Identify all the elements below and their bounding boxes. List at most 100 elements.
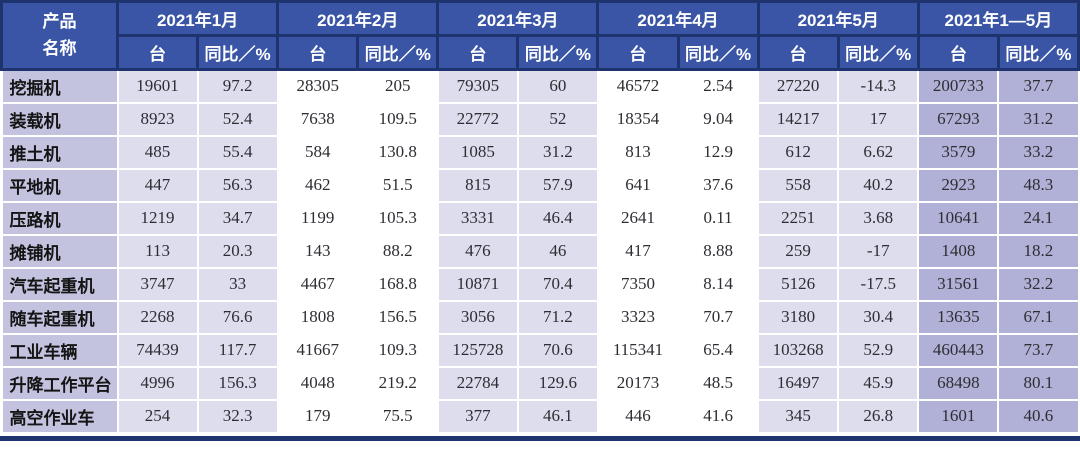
- product-name-cell: 随车起重机: [0, 299, 119, 335]
- product-name-cell: 摊铺机: [0, 233, 119, 269]
- units-cell: 46572: [596, 68, 680, 104]
- units-cell: 2923: [917, 167, 1000, 203]
- table-row: 装载机 8923 52.4 7638 109.5 22772 52 18354 9.04 1421…: [0, 101, 1080, 137]
- units-cell: 3056: [436, 299, 519, 335]
- units-cell: 20173: [596, 365, 680, 401]
- units-cell: 4467: [276, 266, 359, 302]
- units-cell: 460443: [917, 332, 1000, 368]
- table-row: 挖掘机 19601 97.2 28305 205 79305 60 46572 2.54 2722…: [0, 68, 1080, 104]
- yoy-cell: 76.6: [196, 299, 279, 335]
- product-name-cell: 高空作业车: [0, 398, 119, 434]
- product-name-cell: 汽车起重机: [0, 266, 119, 302]
- yoy-cell: 17: [837, 101, 920, 137]
- yoy-cell: 57.9: [516, 167, 599, 203]
- yoy-cell: -17: [837, 233, 920, 269]
- units-cell: 3331: [436, 200, 519, 236]
- product-name-cell: 工业车辆: [0, 332, 119, 368]
- yoy-cell: 70.4: [516, 266, 599, 302]
- yoy-cell: 129.6: [516, 365, 599, 401]
- yoy-cell: 32.3: [196, 398, 279, 434]
- yoy-cell: 117.7: [196, 332, 279, 368]
- yoy-cell: 70.6: [516, 332, 599, 368]
- yoy-cell: 46: [516, 233, 599, 269]
- yoy-cell: 52.9: [837, 332, 920, 368]
- units-cell: 584: [276, 134, 359, 170]
- units-cell: 2268: [116, 299, 199, 335]
- yoy-cell: 30.4: [837, 299, 920, 335]
- units-cell: 259: [757, 233, 840, 269]
- table-body: 挖掘机 19601 97.2 28305 205 79305 60 46572 2.54 2722…: [0, 68, 1080, 434]
- units-cell: 4996: [116, 365, 199, 401]
- units-cell: 41667: [276, 332, 359, 368]
- units-cell: 27220: [757, 68, 840, 104]
- units-cell: 14217: [757, 101, 840, 137]
- units-cell: 1408: [917, 233, 1000, 269]
- yoy-cell: 9.04: [677, 101, 760, 137]
- yoy-cell: 40.2: [837, 167, 920, 203]
- machinery-sales-table: 产品 名称 2021年1月 2021年2月 2021年3月 2021年4月 20…: [0, 0, 1080, 441]
- units-cell: 485: [116, 134, 199, 170]
- units-cell: 113: [116, 233, 199, 269]
- units-cell: 446: [596, 398, 680, 434]
- table-row: 升降工作平台 4996 156.3 4048 219.2 22784 129.6 20173 4…: [0, 365, 1080, 401]
- units-cell: 1085: [436, 134, 519, 170]
- units-cell: 3579: [917, 134, 1000, 170]
- yoy-cell: 8.14: [677, 266, 760, 302]
- yoy-cell: 33: [196, 266, 279, 302]
- month-header-mar: 2021年3月: [436, 0, 600, 37]
- yoy-cell: 24.1: [997, 200, 1080, 236]
- units-cell: 2251: [757, 200, 840, 236]
- units-cell: 7350: [596, 266, 680, 302]
- units-cell: 462: [276, 167, 359, 203]
- units-cell: 31561: [917, 266, 1000, 302]
- units-cell: 2641: [596, 200, 680, 236]
- yoy-subheader: 同比／%: [196, 34, 280, 71]
- units-cell: 10871: [436, 266, 519, 302]
- product-name-cell: 升降工作平台: [0, 365, 119, 401]
- yoy-cell: 80.1: [997, 365, 1080, 401]
- yoy-cell: 156.3: [196, 365, 279, 401]
- table-bottom-border: [0, 435, 1080, 441]
- units-cell: 18354: [596, 101, 680, 137]
- yoy-cell: 41.6: [677, 398, 760, 434]
- yoy-subheader: 同比／%: [356, 34, 440, 71]
- yoy-cell: 65.4: [677, 332, 760, 368]
- units-cell: 377: [436, 398, 519, 434]
- units-cell: 813: [596, 134, 680, 170]
- table-row: 摊铺机 113 20.3 143 88.2 476 46 417 8.88 259 -17 1408 1…: [0, 233, 1080, 269]
- units-cell: 79305: [436, 68, 519, 104]
- units-subheader: 台: [115, 34, 200, 71]
- yoy-cell: 12.9: [677, 134, 760, 170]
- units-cell: 254: [116, 398, 199, 434]
- yoy-cell: 6.62: [837, 134, 920, 170]
- table-row: 平地机 447 56.3 462 51.5 815 57.9 641 37.6 558 40.2 29…: [0, 167, 1080, 203]
- yoy-cell: 73.7: [997, 332, 1080, 368]
- units-cell: 19601: [116, 68, 199, 104]
- yoy-cell: 219.2: [356, 365, 439, 401]
- product-header-line1: 产品: [42, 12, 77, 32]
- yoy-cell: 48.3: [997, 167, 1080, 203]
- sub-header-row: 台 同比／% 台 同比／% 台 同比／% 台 同比／% 台 同比／% 台 同比／…: [2, 34, 1080, 71]
- yoy-cell: 105.3: [356, 200, 439, 236]
- month-header-feb: 2021年2月: [276, 0, 440, 37]
- yoy-cell: 70.7: [677, 299, 760, 335]
- yoy-cell: 8.88: [677, 233, 760, 269]
- yoy-cell: 0.11: [677, 200, 760, 236]
- units-cell: 103268: [757, 332, 840, 368]
- yoy-cell: 71.2: [516, 299, 599, 335]
- yoy-cell: 33.2: [997, 134, 1080, 170]
- yoy-cell: -14.3: [837, 68, 920, 104]
- units-cell: 16497: [757, 365, 840, 401]
- table-row: 高空作业车 254 32.3 179 75.5 377 46.1 446 41.6 345 26.8…: [0, 398, 1080, 434]
- yoy-cell: 37.6: [677, 167, 760, 203]
- data-table: 产品 名称 2021年1月 2021年2月 2021年3月 2021年4月 20…: [0, 0, 1080, 434]
- yoy-cell: 40.6: [997, 398, 1080, 434]
- table-header: 产品 名称 2021年1月 2021年2月 2021年3月 2021年4月 20…: [0, 0, 1080, 71]
- yoy-cell: 156.5: [356, 299, 439, 335]
- product-name-header: 产品 名称: [0, 0, 119, 71]
- units-cell: 476: [436, 233, 519, 269]
- yoy-cell: 168.8: [356, 266, 439, 302]
- yoy-cell: 67.1: [997, 299, 1080, 335]
- product-name-cell: 装载机: [0, 101, 119, 137]
- units-cell: 143: [276, 233, 359, 269]
